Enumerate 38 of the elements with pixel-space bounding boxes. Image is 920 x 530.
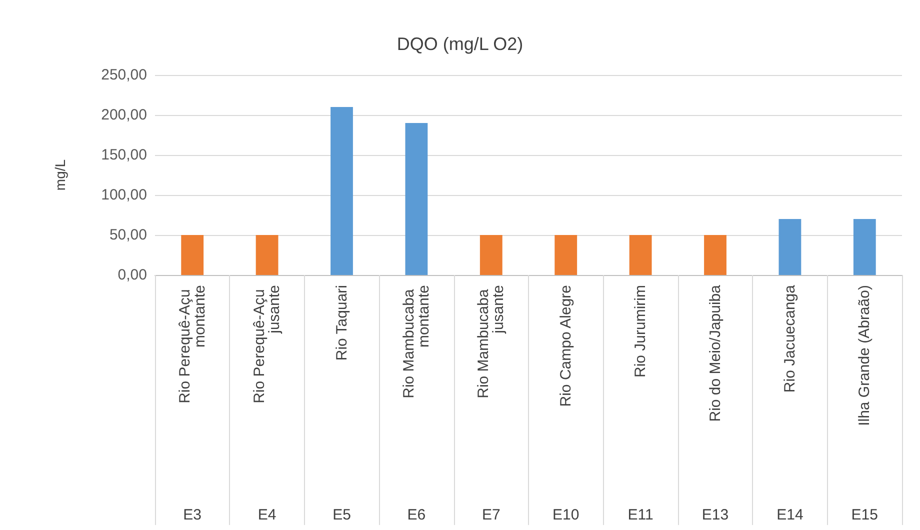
x-tick-label: Rio Perequê-Açu montante [176,285,208,404]
x-tick-label: Rio do Meio/Japuiba [706,284,724,422]
bar [480,235,502,275]
x-tick-label: Ilha Grande (Abraão) [856,285,874,426]
text: E6 [407,506,426,524]
y-tick-label: 0,00 [118,266,147,284]
text: E15 [851,506,878,524]
bar [704,235,726,275]
text: E5 [332,506,351,524]
x-tick-label: Rio Campo Alegre [557,285,574,407]
bar [256,235,278,275]
text: E10 [552,506,580,524]
text: E11 [628,506,654,524]
text: E4 [258,506,276,524]
x-tick-label: Rio Mambucaba jusante [475,285,508,398]
y-tick-label: 200,00 [101,106,147,124]
y-axis-title: mg/L [52,159,68,191]
x-tick-label: Rio Perequê-Açu jusante [251,285,284,404]
y-tick-label: 50,00 [109,226,147,244]
x-tick-label: Rio Jurumirim [632,285,650,378]
bar [853,219,876,275]
bar [330,107,353,275]
y-tick-label: 150,00 [101,146,147,164]
x-tick-label: Rio Taquari [333,285,350,361]
x-tick-label: Rio Mambucaba montante [400,285,432,398]
bar [778,219,802,275]
chart-title: DQO (mg/L O2) [396,34,524,54]
text: E13 [702,506,729,524]
y-tick-label: 250,00 [101,66,147,84]
text: E14 [776,506,804,524]
bar [405,123,428,275]
bar [554,235,578,275]
text: E3 [183,506,202,524]
bar [181,235,204,275]
x-tick-label: Rio Jacuecanga [781,284,798,393]
text: E7 [482,506,500,524]
bar [629,235,652,275]
y-tick-label: 100,00 [101,186,147,204]
